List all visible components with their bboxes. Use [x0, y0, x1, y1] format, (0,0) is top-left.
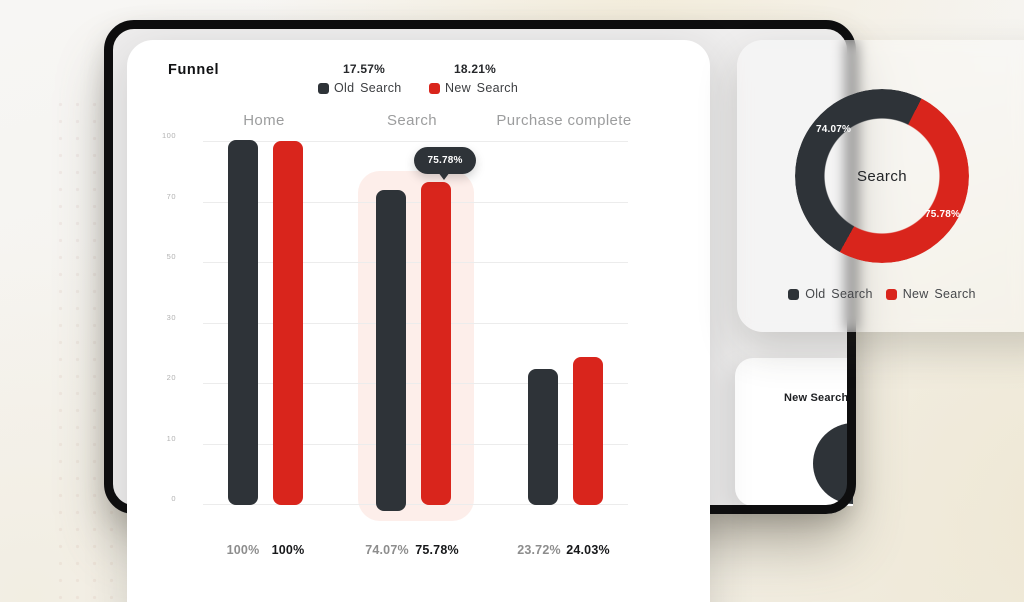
- footer-search-old: 74.07%: [365, 543, 409, 557]
- gridline: [203, 322, 628, 324]
- donut-label-new: 75.78%: [925, 209, 961, 220]
- y-axis-tick: 50: [166, 252, 176, 261]
- funnel-chart: 100 70 50 30 20 10 0 75.78%: [127, 40, 710, 602]
- legend-label-old: Old Search: [334, 81, 402, 95]
- gridline: [203, 383, 628, 384]
- donut-center-label: Search: [857, 167, 907, 185]
- tooltip: 75.78%: [414, 147, 476, 180]
- legend-value-new: 18.21%: [454, 62, 496, 76]
- legend-item-old-search[interactable]: 17.57% Old Search: [318, 62, 428, 95]
- legend-item-new-search[interactable]: 18.21% New Search: [429, 62, 539, 95]
- y-axis-tick: 0: [171, 494, 176, 503]
- new-search-card-title: New Search: [784, 392, 849, 404]
- donut-chart: [795, 89, 969, 263]
- column-header-purchase: Purchase complete: [496, 112, 632, 129]
- footer-search-new: 75.78%: [415, 543, 459, 557]
- funnel-card: Funnel 17.57% Old Search 18.21% New Sear…: [127, 40, 710, 602]
- funnel-title: Funnel: [168, 62, 220, 78]
- footer-purchase-old: 23.72%: [517, 543, 561, 557]
- tooltip-value: 75.78%: [427, 155, 463, 166]
- bar-purchase-complete-new-search[interactable]: [573, 357, 603, 505]
- gridline: [203, 443, 628, 445]
- bar-home-new-search[interactable]: [273, 141, 303, 505]
- donut-label-old: 74.07%: [816, 124, 852, 135]
- donut-legend: Old Search New Search: [737, 287, 1024, 301]
- column-header-home: Home: [243, 112, 285, 129]
- new-search-swatch: [885, 288, 897, 300]
- new-search-card[interactable]: New Search: [735, 358, 853, 506]
- y-axis-tick: 30: [166, 312, 176, 322]
- column-header-search: Search: [387, 112, 437, 129]
- legend-value-old: 17.57%: [343, 62, 385, 76]
- tooltip-tail: [438, 172, 450, 180]
- search-donut-card[interactable]: 74.07% 75.78% Search Old Search New Sear…: [737, 40, 1024, 332]
- donut-legend-label-new: New Search: [902, 287, 976, 301]
- gridline: [203, 262, 628, 263]
- gridline: [203, 141, 628, 142]
- donut-legend-label-old: Old Search: [805, 287, 873, 301]
- bar-purchase-complete-old-search[interactable]: [528, 369, 558, 505]
- y-axis-tick: 20: [166, 373, 176, 382]
- gridline: [203, 504, 628, 505]
- old-search-swatch: [318, 82, 329, 94]
- new-search-swatch: [429, 82, 440, 94]
- donut-legend-old[interactable]: Old Search: [788, 287, 873, 301]
- donut-legend-new[interactable]: New Search: [885, 287, 976, 301]
- y-axis-tick: 70: [166, 191, 176, 201]
- y-axis-tick: 100: [161, 131, 176, 140]
- y-axis-tick: 10: [166, 433, 176, 443]
- footer-home-old: 100%: [226, 543, 260, 557]
- gridline: [203, 201, 628, 203]
- footer-purchase-new: 24.03%: [566, 543, 610, 557]
- legend-label-new: New Search: [445, 81, 519, 95]
- footer-home-new: 100%: [271, 543, 305, 557]
- bar-search-old-search[interactable]: [376, 190, 406, 511]
- old-search-swatch: [788, 288, 800, 300]
- bar-search-new-search[interactable]: [421, 182, 451, 505]
- bar-home-old-search[interactable]: [228, 140, 258, 505]
